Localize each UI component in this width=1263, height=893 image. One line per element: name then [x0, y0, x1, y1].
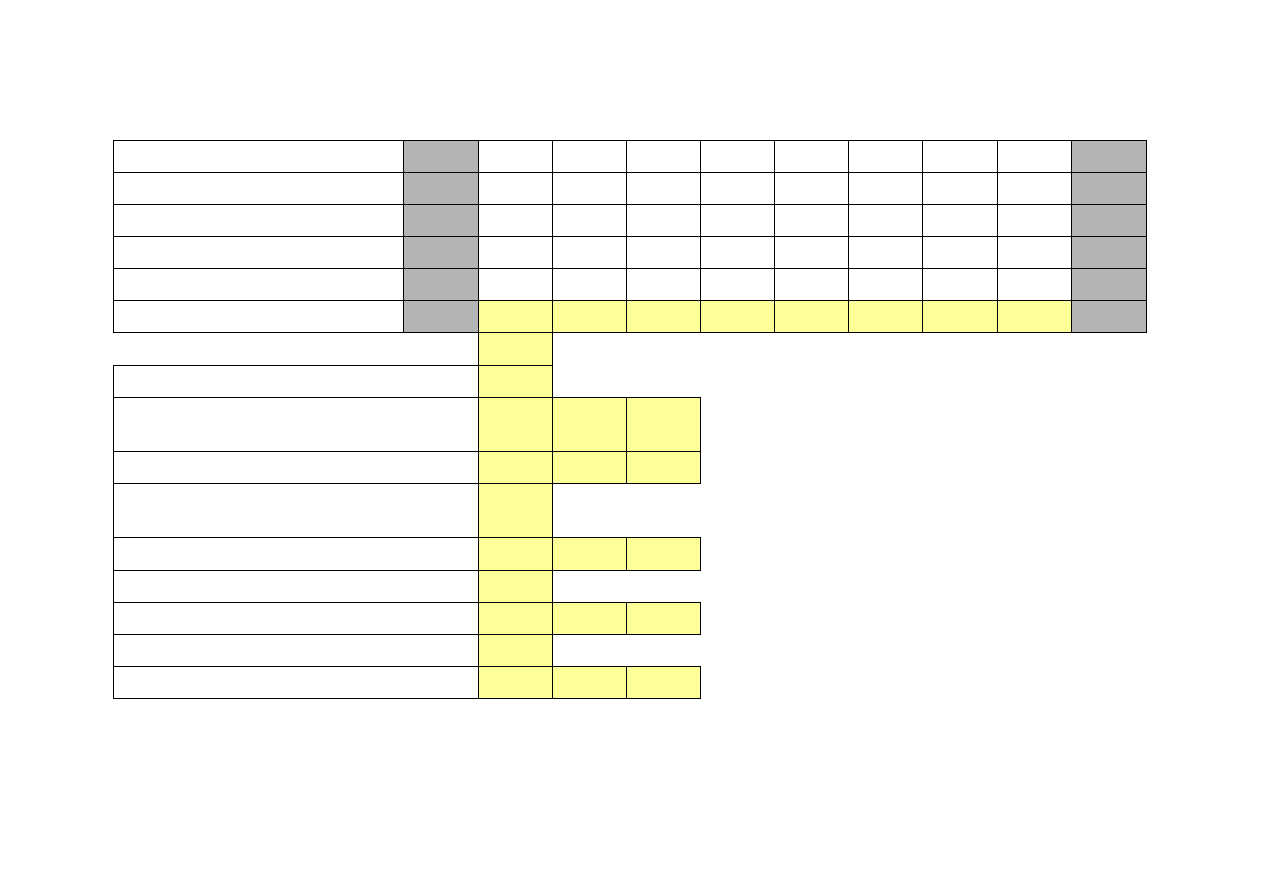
- input-cell: [478, 300, 553, 333]
- label-cell: [113, 483, 479, 538]
- cell: [922, 172, 998, 205]
- input-cell: [774, 300, 849, 333]
- input-cell: [552, 537, 627, 571]
- label-cell: [113, 236, 404, 269]
- input-cell: [626, 397, 701, 452]
- input-cell: [626, 451, 701, 484]
- cell: [478, 204, 553, 237]
- gray-cell: [403, 204, 479, 237]
- input-cell: [626, 666, 701, 699]
- cell: [997, 172, 1072, 205]
- cell: [922, 140, 998, 173]
- cell: [626, 204, 701, 237]
- cell: [700, 204, 775, 237]
- cell: [478, 236, 553, 269]
- input-cell: [626, 300, 701, 333]
- cell: [626, 140, 701, 173]
- input-cell: [478, 570, 553, 603]
- input-cell: [478, 365, 553, 398]
- cell: [774, 172, 849, 205]
- label-cell: [113, 634, 479, 667]
- cell: [478, 268, 553, 301]
- label-cell: [113, 570, 479, 603]
- label-cell: [113, 300, 404, 333]
- cell: [997, 140, 1072, 173]
- input-cell: [626, 537, 701, 571]
- cell: [700, 268, 775, 301]
- cell: [774, 236, 849, 269]
- input-cell: [552, 451, 627, 484]
- label-cell: [113, 204, 404, 237]
- cell: [997, 204, 1072, 237]
- gray-cell: [1071, 140, 1147, 173]
- gray-cell: [1071, 172, 1147, 205]
- input-cell: [478, 332, 553, 366]
- input-cell: [552, 397, 627, 452]
- cell: [997, 268, 1072, 301]
- label-cell: [113, 365, 479, 398]
- cell: [922, 204, 998, 237]
- input-cell: [552, 300, 627, 333]
- input-cell: [848, 300, 923, 333]
- cell: [552, 236, 627, 269]
- cell: [997, 236, 1072, 269]
- input-cell: [478, 634, 553, 667]
- input-cell: [478, 602, 553, 635]
- input-cell: [478, 666, 553, 699]
- cell: [922, 268, 998, 301]
- label-cell: [113, 172, 404, 205]
- input-cell: [626, 602, 701, 635]
- cell: [774, 268, 849, 301]
- input-cell: [700, 300, 775, 333]
- label-cell: [113, 537, 479, 571]
- input-cell: [478, 537, 553, 571]
- cell: [478, 172, 553, 205]
- cell: [848, 268, 923, 301]
- gray-cell: [1071, 268, 1147, 301]
- cell: [774, 204, 849, 237]
- cell: [848, 204, 923, 237]
- input-cell: [552, 602, 627, 635]
- input-cell: [478, 483, 553, 538]
- gray-cell: [403, 268, 479, 301]
- input-cell: [478, 397, 553, 452]
- cell: [700, 172, 775, 205]
- cell: [848, 236, 923, 269]
- label-cell: [113, 140, 404, 173]
- gray-cell: [1071, 300, 1147, 333]
- cell: [700, 140, 775, 173]
- input-cell: [997, 300, 1072, 333]
- cell: [848, 172, 923, 205]
- gray-cell: [1071, 204, 1147, 237]
- input-cell: [552, 666, 627, 699]
- gray-cell: [1071, 236, 1147, 269]
- gray-cell: [403, 140, 479, 173]
- label-cell: [113, 602, 479, 635]
- input-cell: [922, 300, 998, 333]
- cell: [552, 268, 627, 301]
- cell: [848, 140, 923, 173]
- label-cell: [113, 666, 479, 699]
- gray-cell: [403, 300, 479, 333]
- label-cell: [113, 268, 404, 301]
- cell: [922, 236, 998, 269]
- cell: [626, 236, 701, 269]
- cell: [478, 140, 553, 173]
- cell: [774, 140, 849, 173]
- cell: [552, 204, 627, 237]
- cell: [552, 172, 627, 205]
- cell: [626, 268, 701, 301]
- gray-cell: [403, 236, 479, 269]
- gray-cell: [403, 172, 479, 205]
- input-cell: [478, 451, 553, 484]
- cell: [552, 140, 627, 173]
- label-cell: [113, 397, 479, 452]
- cell: [700, 236, 775, 269]
- label-cell: [113, 451, 479, 484]
- cell: [626, 172, 701, 205]
